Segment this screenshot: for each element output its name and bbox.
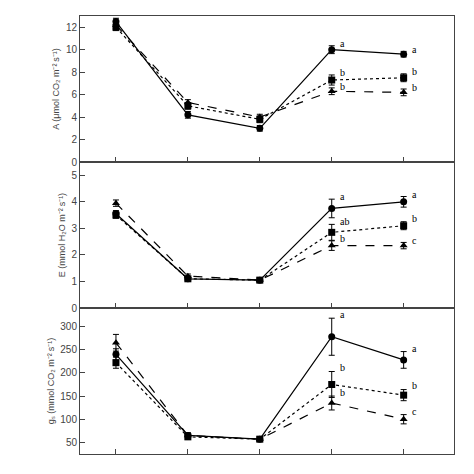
svg-text:b: b [340, 362, 345, 373]
svg-text:A (μmol CO₂ m⁻² s⁻¹): A (μmol CO₂ m⁻² s⁻¹) [51, 48, 61, 129]
svg-text:E (mmol H₂O m⁻² s⁻¹): E (mmol H₂O m⁻² s⁻¹) [57, 193, 67, 277]
svg-text:b: b [412, 380, 417, 391]
svg-text:250: 250 [60, 344, 77, 355]
svg-text:6: 6 [71, 89, 77, 100]
svg-text:300: 300 [60, 321, 77, 332]
svg-text:a: a [412, 189, 417, 200]
svg-text:a: a [412, 343, 417, 354]
svg-text:b: b [412, 213, 417, 224]
svg-text:0: 0 [71, 157, 77, 168]
svg-text:ab: ab [340, 216, 349, 227]
svg-text:c: c [412, 235, 417, 246]
svg-text:gₛ (mmol CO₂ m⁻² s⁻¹): gₛ (mmol CO₂ m⁻² s⁻¹) [46, 338, 56, 424]
svg-text:2: 2 [71, 134, 77, 145]
svg-text:50: 50 [66, 437, 78, 448]
svg-text:a: a [340, 309, 345, 320]
svg-text:b: b [340, 233, 345, 244]
svg-text:b: b [412, 66, 417, 77]
svg-text:8: 8 [71, 67, 77, 78]
svg-text:12: 12 [66, 22, 78, 33]
svg-text:3: 3 [71, 223, 77, 234]
svg-text:200: 200 [60, 367, 77, 378]
svg-text:a: a [412, 44, 417, 55]
svg-text:b: b [412, 82, 417, 93]
svg-text:b: b [340, 387, 345, 398]
svg-text:4: 4 [71, 196, 77, 207]
svg-text:2: 2 [71, 249, 77, 260]
svg-text:b: b [340, 67, 345, 78]
svg-text:10: 10 [66, 44, 78, 55]
svg-text:1: 1 [71, 276, 77, 287]
svg-text:100: 100 [60, 414, 77, 425]
svg-text:150: 150 [60, 391, 77, 402]
svg-text:4: 4 [71, 112, 77, 123]
svg-text:a: a [340, 38, 345, 49]
svg-text:c: c [412, 406, 417, 417]
svg-text:0: 0 [71, 303, 77, 314]
svg-text:5: 5 [71, 170, 77, 181]
svg-text:a: a [340, 191, 345, 202]
svg-text:b: b [340, 81, 345, 92]
